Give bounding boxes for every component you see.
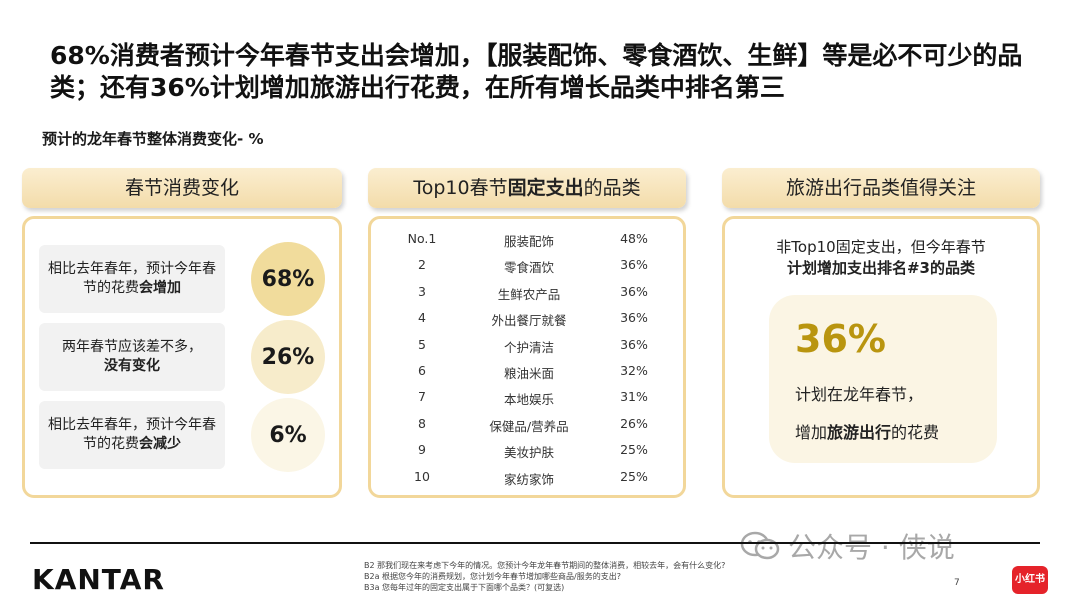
category-cell: 本地娱乐 [503, 392, 554, 408]
table-row: 5 个护清洁 36% [371, 333, 683, 359]
category-cell: 粮油米面 [503, 366, 554, 381]
header-spring-change: 春节消费变化 [22, 168, 342, 208]
category-cell: 服装配饰 [503, 234, 554, 249]
table-row: No.1 服装配饰 48% [371, 227, 683, 253]
category-cell: 家纺家饰 [503, 471, 554, 487]
header-text: Top10春节 [413, 177, 508, 199]
travel-intro-line2: 计划增加支出排名#3的品类 [786, 259, 975, 277]
desc-emphasis: 旅游出行 [827, 423, 892, 442]
change-row-same: 两年春节应该差不多， 没有变化 [39, 323, 225, 391]
pct-cell: 25% [620, 468, 648, 484]
rank-cell: 8 [418, 415, 426, 431]
table-row: 9 美妆护肤 25% [371, 438, 683, 464]
table-row: 3 生鲜农产品 36% [371, 280, 683, 306]
value-circle-increase: 68% [251, 242, 325, 316]
table-row: 2 零食酒饮 36% [371, 253, 683, 279]
row-text: 相比去年春年，预计今年春节的花费 [48, 417, 216, 452]
rank-cell: 6 [418, 363, 426, 378]
rank-cell: 10 [414, 468, 430, 484]
pct-cell: 48% [620, 231, 648, 246]
pct-cell: 25% [620, 442, 648, 458]
page-title: 68%消费者预计今年春节支出会增加，【服装配饰、零食酒饮、生鲜】等是必不可少的品… [50, 41, 1023, 102]
row-emphasis: 会减少 [139, 436, 181, 452]
watermark-text: 公众号 · 侠说 [788, 531, 955, 564]
pct-cell: 36% [620, 310, 648, 326]
footnotes: B2 那我们现在来考虑下今年的情况。您预计今年龙年春节期间的整体消费，相较去年，… [364, 560, 725, 593]
travel-desc-line1: 计划在龙年春节， [795, 385, 924, 404]
pct-cell: 36% [620, 283, 648, 299]
header-text: 的品类 [583, 177, 641, 199]
table-row: 8 保健品/营养品 26% [371, 412, 683, 438]
footer-divider [30, 542, 1040, 544]
footnote: B2 那我们现在来考虑下今年的情况。您预计今年龙年春节期间的整体消费，相较去年，… [364, 561, 726, 570]
pct-cell: 32% [620, 363, 648, 378]
xiaohongshu-badge: 小红书 [1012, 566, 1048, 594]
category-cell: 保健品/营养品 [489, 418, 569, 434]
pct-cell: 26% [620, 415, 648, 431]
table-row: 10 家纺家饰 25% [371, 465, 683, 491]
category-cell: 零食酒饮 [503, 260, 554, 276]
category-cell: 个护清洁 [503, 339, 554, 355]
pct-cell: 31% [620, 389, 648, 405]
rank-cell: 4 [418, 310, 426, 326]
travel-intro-line1: 非Top10固定支出，但今年春节 [776, 238, 986, 256]
category-cell: 外出餐厅就餐 [491, 313, 567, 329]
rank-cell: No.1 [407, 231, 437, 246]
category-cell: 美妆护肤 [503, 445, 554, 461]
table-row: 4 外出餐厅就餐 36% [371, 306, 683, 332]
change-row-decrease: 相比去年春年，预计今年春节的花费会减少 [39, 401, 225, 469]
value-circle-same: 26% [251, 320, 325, 394]
panel-travel: 非Top10固定支出，但今年春节 计划增加支出排名#3的品类 36% 计划在龙年… [722, 216, 1040, 498]
travel-highlight-box: 36% 计划在龙年春节， 增加旅游出行的花费 [769, 295, 997, 463]
category-cell: 生鲜农产品 [497, 286, 561, 302]
kantar-logo: KANTAR [32, 563, 165, 596]
travel-desc-line2: 增加旅游出行的花费 [795, 419, 939, 443]
row-text: 相比去年春年，预计今年春节的花费 [48, 261, 216, 296]
rank-cell: 7 [418, 389, 426, 405]
chart-subtitle: 预计的龙年春节整体消费变化- % [42, 130, 264, 148]
table-row: 6 粮油米面 32% [371, 359, 683, 385]
wechat-icon [740, 531, 780, 561]
panel-top10: No.1 服装配饰 48% 2 零食酒饮 36% 3 生鲜农产品 36% 4 外出餐厅就餐 36% 5 个… [368, 216, 686, 498]
row-emphasis: 没有变化 [104, 358, 160, 374]
header-travel: 旅游出行品类值得关注 [722, 168, 1040, 208]
footnote: B3a 您每年过年的固定支出属于下面哪个品类？(可复选) [364, 583, 565, 592]
desc-text: 的花费 [891, 423, 940, 442]
page-number: 7 [954, 578, 960, 588]
rank-cell: 2 [418, 257, 426, 273]
travel-intro: 非Top10固定支出，但今年春节 计划增加支出排名#3的品类 [725, 237, 1037, 279]
watermark: 公众号 · 侠说 [740, 526, 955, 566]
value-circle-decrease: 6% [251, 398, 325, 472]
row-emphasis: 会增加 [139, 280, 181, 296]
table-row: 7 本地娱乐 31% [371, 385, 683, 411]
change-row-increase: 相比去年春年，预计今年春节的花费会增加 [39, 245, 225, 313]
row-text: 两年春节应该差不多， [62, 339, 202, 355]
footnote: B2a 根据您今年的消费规划，您计划今年春节增加哪些商品/服务的支出? [364, 572, 621, 581]
header-top10: Top10春节固定支出的品类 [368, 168, 686, 208]
rank-cell: 5 [418, 336, 426, 352]
pct-cell: 36% [620, 336, 648, 352]
rank-cell: 9 [418, 442, 426, 458]
travel-big-value: 36% [795, 317, 886, 361]
desc-text: 增加 [795, 423, 828, 442]
panel-spring-change: 相比去年春年，预计今年春节的花费会增加 68% 两年春节应该差不多， 没有变化 2… [22, 216, 342, 498]
pct-cell: 36% [620, 257, 648, 273]
header-emphasis: 固定支出 [507, 177, 584, 199]
rank-cell: 3 [418, 283, 426, 299]
